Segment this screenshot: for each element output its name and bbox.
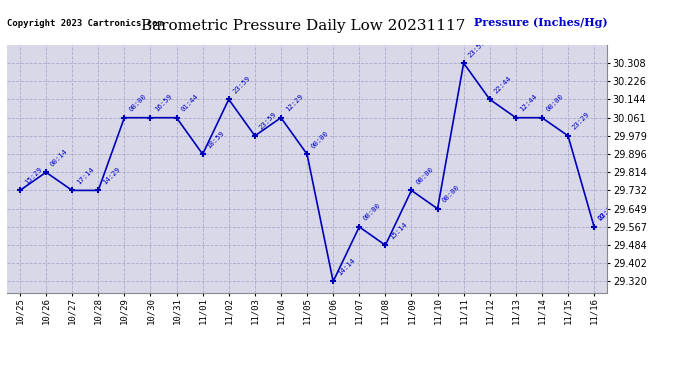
- Text: 16:59: 16:59: [154, 93, 173, 113]
- Text: 23:59: 23:59: [232, 75, 252, 94]
- Text: Copyright 2023 Cartronics.com: Copyright 2023 Cartronics.com: [7, 19, 163, 28]
- Text: 12:44: 12:44: [519, 93, 539, 113]
- Text: 00:00: 00:00: [128, 93, 147, 113]
- Text: 00:00: 00:00: [310, 130, 330, 149]
- Text: 15:14: 15:14: [388, 220, 408, 240]
- Text: 23:29: 23:29: [571, 111, 591, 131]
- Text: Barometric Pressure Daily Low 20231117: Barometric Pressure Daily Low 20231117: [141, 19, 466, 33]
- Text: 23:14: 23:14: [598, 202, 617, 222]
- Text: 23:59: 23:59: [466, 39, 486, 58]
- Text: 23:59: 23:59: [258, 111, 277, 131]
- Text: 22:44: 22:44: [493, 75, 513, 94]
- Text: 15:29: 15:29: [23, 166, 43, 186]
- Text: 00:00: 00:00: [362, 202, 382, 222]
- Text: 02:44: 02:44: [598, 202, 617, 222]
- Text: 12:29: 12:29: [284, 93, 304, 113]
- Text: Pressure (Inches/Hg): Pressure (Inches/Hg): [473, 16, 607, 28]
- Text: 14:29: 14:29: [101, 166, 121, 186]
- Text: 00:00: 00:00: [545, 93, 565, 113]
- Text: 00:00: 00:00: [441, 184, 460, 204]
- Text: 01:44: 01:44: [179, 93, 199, 113]
- Text: 17:14: 17:14: [75, 166, 95, 186]
- Text: 10:59: 10:59: [206, 130, 226, 149]
- Text: 00:00: 00:00: [415, 166, 434, 186]
- Text: 00:14: 00:14: [49, 148, 69, 167]
- Text: 14:14: 14:14: [336, 257, 356, 277]
